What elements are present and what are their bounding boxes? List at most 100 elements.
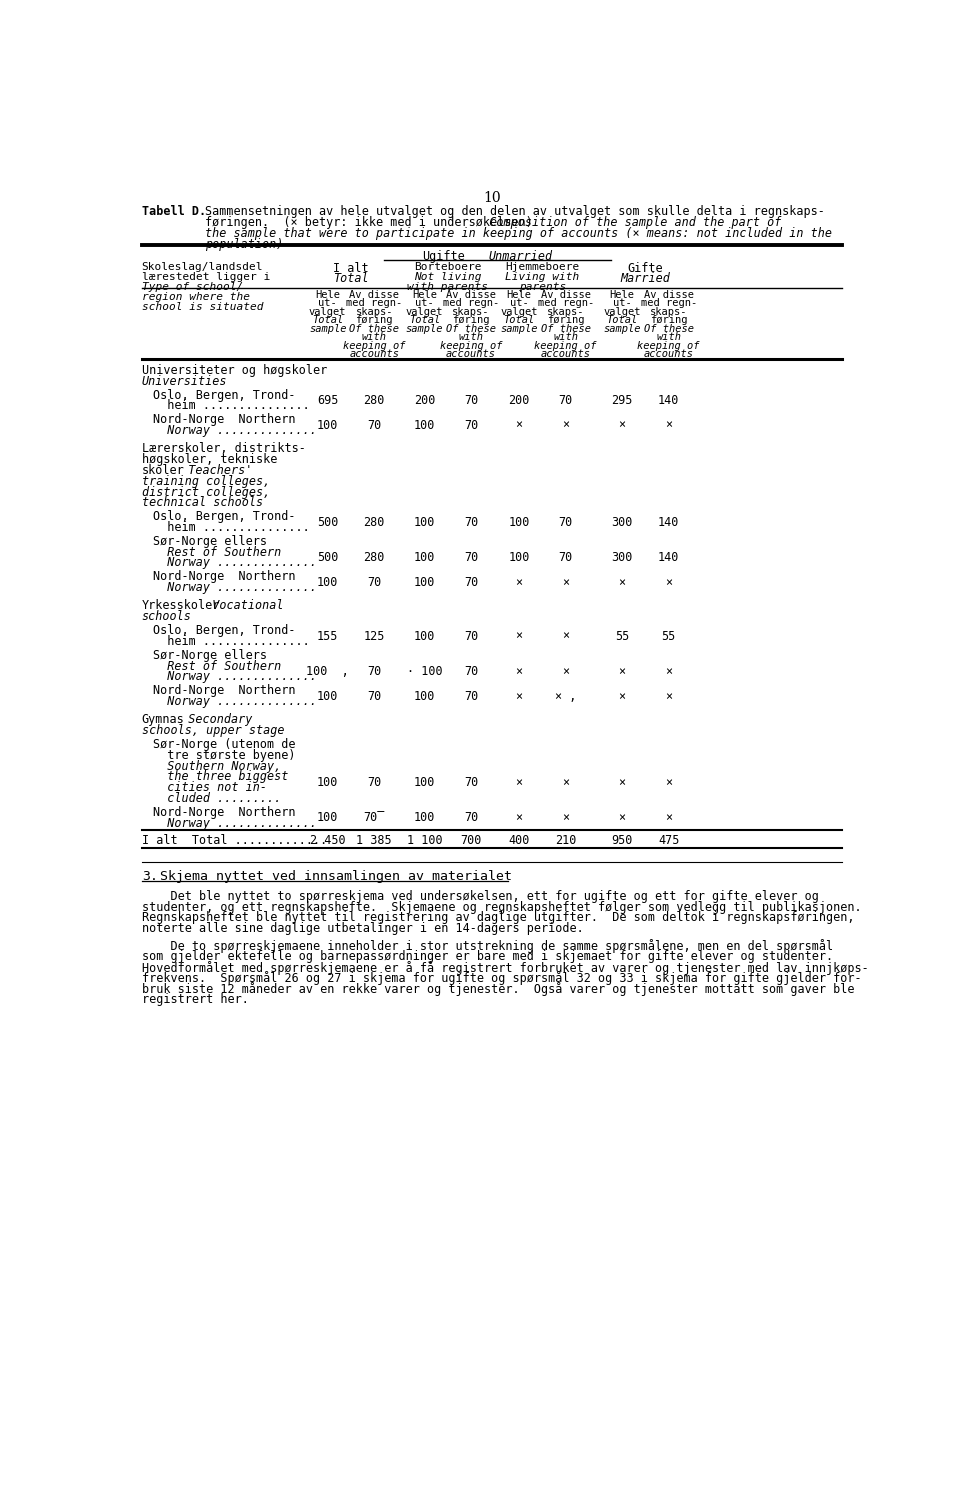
Text: 70: 70	[559, 551, 573, 564]
Text: Married: Married	[620, 272, 670, 286]
Text: 70: 70	[559, 394, 573, 406]
Text: ×: ×	[516, 811, 522, 825]
Text: ×: ×	[665, 418, 672, 432]
Text: 100: 100	[509, 516, 530, 528]
Text: with parents: with parents	[407, 283, 489, 292]
Text: population): population)	[205, 238, 283, 250]
Text: ×: ×	[665, 665, 672, 677]
Text: training colleges,: training colleges,	[142, 474, 270, 488]
Text: Hele: Hele	[412, 290, 437, 299]
Text: Composition of the sample and the part of: Composition of the sample and the part o…	[475, 217, 781, 229]
Text: 70: 70	[367, 689, 381, 703]
Text: 70: 70	[464, 551, 478, 564]
Text: Of these: Of these	[644, 324, 694, 334]
Text: region where the: region where the	[142, 292, 250, 303]
Text: Of these: Of these	[446, 324, 496, 334]
Text: De to spørreskjemaene inneholder i stor utstrekning de samme spørsmålene, men en: De to spørreskjemaene inneholder i stor …	[142, 939, 833, 953]
Text: Gifte: Gifte	[628, 262, 663, 275]
Text: ×: ×	[516, 775, 522, 789]
Text: Unmarried: Unmarried	[488, 250, 552, 263]
Text: the three biggest: the three biggest	[153, 771, 288, 784]
Text: tre største byene): tre største byene)	[153, 749, 295, 762]
Text: 1 385: 1 385	[356, 834, 392, 847]
Text: 280: 280	[364, 516, 385, 528]
Text: ×: ×	[562, 775, 569, 789]
Text: Hele: Hele	[315, 290, 340, 299]
Text: 140: 140	[658, 516, 680, 528]
Text: keeping of: keeping of	[440, 340, 502, 351]
Text: Tabell D.: Tabell D.	[142, 205, 205, 218]
Text: 100: 100	[317, 775, 338, 789]
Text: 280: 280	[364, 394, 385, 406]
Text: Sammensetningen av hele utvalget og den delen av utvalget som skulle delta i reg: Sammensetningen av hele utvalget og den …	[205, 205, 826, 218]
Text: 500: 500	[317, 516, 338, 528]
Text: 70: 70	[464, 775, 478, 789]
Text: 100: 100	[414, 689, 435, 703]
Text: · 100: · 100	[407, 665, 443, 677]
Text: med regn-: med regn-	[538, 298, 593, 309]
Text: schools, upper stage: schools, upper stage	[142, 724, 284, 737]
Text: 70: 70	[464, 689, 478, 703]
Text: 500: 500	[317, 551, 338, 564]
Text: 100  ,: 100 ,	[306, 665, 349, 677]
Text: I alt  Total .............: I alt Total .............	[142, 834, 327, 847]
Text: 100: 100	[414, 629, 435, 643]
Text: district colleges,: district colleges,	[142, 486, 270, 498]
Text: Total: Total	[312, 316, 344, 325]
Text: ×: ×	[562, 629, 569, 643]
Text: 100: 100	[414, 575, 435, 588]
Text: ×: ×	[618, 665, 626, 677]
Text: 70: 70	[464, 629, 478, 643]
Text: ×: ×	[665, 689, 672, 703]
Text: Hjemmeboere: Hjemmeboere	[505, 262, 580, 272]
Text: × ,: × ,	[555, 689, 576, 703]
Text: with: with	[553, 333, 578, 342]
Text: Av disse: Av disse	[540, 290, 590, 299]
Text: 295: 295	[612, 394, 633, 406]
Text: Total: Total	[409, 316, 441, 325]
Text: Norway ..............: Norway ..............	[153, 817, 317, 829]
Text: føring: føring	[650, 316, 687, 325]
Text: ×: ×	[516, 575, 522, 588]
Text: ×: ×	[516, 689, 522, 703]
Text: 700: 700	[461, 834, 482, 847]
Text: 100: 100	[414, 811, 435, 825]
Text: Secondary: Secondary	[175, 713, 252, 727]
Text: 100: 100	[317, 575, 338, 588]
Text: keeping of: keeping of	[637, 340, 700, 351]
Text: registrert her.: registrert her.	[142, 993, 249, 1005]
Text: 210: 210	[555, 834, 576, 847]
Text: 125: 125	[364, 629, 385, 643]
Text: studenter, og ett regnskapshefte.  Skjemaene og regnskapsheftet følger som vedle: studenter, og ett regnskapshefte. Skjema…	[142, 900, 861, 914]
Text: Sør-Norge ellers: Sør-Norge ellers	[153, 649, 267, 662]
Text: 695: 695	[317, 394, 338, 406]
Text: accounts: accounts	[540, 349, 590, 360]
Text: frekvens.  Spørsmål 26 og 27 i skjema for ugifte og spørsmål 32 og 33 i skjema f: frekvens. Spørsmål 26 og 27 i skjema for…	[142, 971, 861, 986]
Text: 70: 70	[464, 811, 478, 825]
Text: ×: ×	[562, 811, 569, 825]
Text: 70: 70	[367, 775, 381, 789]
Text: cluded .........: cluded .........	[153, 792, 280, 805]
Text: 100: 100	[414, 418, 435, 432]
Text: ×: ×	[562, 418, 569, 432]
Text: ×: ×	[618, 775, 626, 789]
Text: skaps-: skaps-	[355, 307, 393, 318]
Text: Total: Total	[333, 272, 369, 286]
Text: valget: valget	[500, 307, 538, 318]
Text: I alt: I alt	[333, 262, 369, 275]
Text: 2 450: 2 450	[310, 834, 346, 847]
Text: noterte alle sine daglige utbetalinger i en 14-dagers periode.: noterte alle sine daglige utbetalinger i…	[142, 923, 584, 935]
Text: Norway ..............: Norway ..............	[153, 424, 317, 436]
Text: ×: ×	[562, 575, 569, 588]
Text: Total: Total	[503, 316, 535, 325]
Text: skaps-: skaps-	[452, 307, 490, 318]
Text: technical schools: technical schools	[142, 497, 263, 509]
Text: valget: valget	[309, 307, 347, 318]
Text: lærestedet ligger i: lærestedet ligger i	[142, 272, 270, 283]
Text: Skjema nyttet ved innsamlingen av materialet: Skjema nyttet ved innsamlingen av materi…	[160, 870, 513, 883]
Text: høgskoler, tekniske: høgskoler, tekniske	[142, 453, 277, 467]
Text: Not living: Not living	[414, 272, 482, 283]
Text: 70: 70	[464, 394, 478, 406]
Text: ut-: ut-	[612, 298, 632, 309]
Text: ut-: ut-	[510, 298, 529, 309]
